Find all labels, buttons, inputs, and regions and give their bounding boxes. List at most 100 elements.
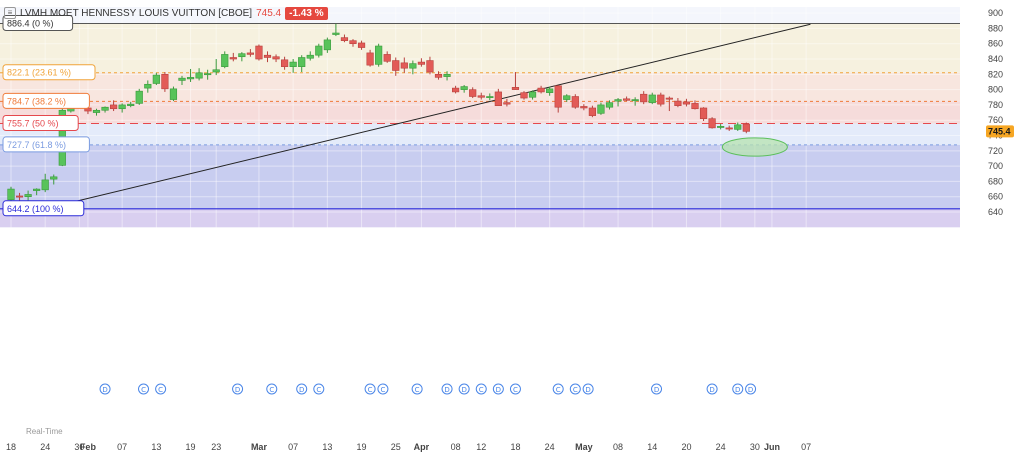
fib-zone-1 <box>0 23 960 73</box>
candle-body-86 <box>742 123 750 132</box>
candle-body-74 <box>640 93 648 103</box>
event-glyph-14: C <box>513 386 518 394</box>
event-glyph-7: C <box>368 386 373 394</box>
event-glyph-1: C <box>141 386 146 394</box>
event-marker-8 <box>377 383 389 395</box>
candle-body-71 <box>614 99 622 102</box>
x-tick-14: 08 <box>451 442 461 452</box>
instrument-title: LVMH MOET HENNESSY LOUIS VUITTON [CBOE] <box>20 7 253 19</box>
event-marker-16 <box>569 383 581 395</box>
x-tick-13: Apr <box>414 442 430 452</box>
candle-body-27 <box>238 53 246 58</box>
candle-body-49 <box>426 60 434 73</box>
y-axis: 6406606807007207407607808008208408608809… <box>986 8 1014 217</box>
candle-body-44 <box>383 54 391 62</box>
candle-body-60 <box>520 92 528 99</box>
candle-body-28 <box>246 52 255 55</box>
x-tick-17: 24 <box>545 442 555 452</box>
candle-body-56 <box>486 96 494 99</box>
event-glyph-17: D <box>585 386 590 394</box>
chart-header: ≡ LVMH MOET HENNESSY LOUIS VUITTON [CBOE… <box>4 4 328 22</box>
y-tick-2: 680 <box>988 176 1003 186</box>
x-tick-12: 25 <box>391 442 401 452</box>
x-tick-5: 13 <box>151 442 161 452</box>
x-tick-22: 24 <box>716 442 726 452</box>
x-tick-3: Feb <box>80 442 97 452</box>
menu-icon[interactable]: ≡ <box>4 7 16 19</box>
candle-body-19 <box>169 88 178 100</box>
trendline-line <box>53 23 811 208</box>
event-glyph-11: D <box>461 386 466 394</box>
event-marker-9 <box>411 383 423 395</box>
event-marker-1 <box>138 383 150 395</box>
candle-body-63 <box>546 88 554 93</box>
candle-body-77 <box>665 97 673 100</box>
fib-label-box-4 <box>2 136 90 153</box>
last-price: 745.4 <box>256 7 282 19</box>
last-price-tag <box>986 125 1014 138</box>
candle-body-58 <box>503 102 511 105</box>
x-tick-8: Mar <box>251 442 268 452</box>
fib-label-2: 784.7 (38.2 %) <box>7 96 66 106</box>
event-glyph-8: C <box>380 386 385 394</box>
candle-body-32 <box>280 59 289 67</box>
event-marker-10 <box>441 383 453 395</box>
y-tick-6: 760 <box>988 115 1003 125</box>
y-tick-4: 720 <box>988 146 1003 156</box>
candle-body-48 <box>417 61 426 65</box>
x-tick-19: 08 <box>613 442 623 452</box>
candle-body-39 <box>340 37 349 41</box>
candle-body-16 <box>144 83 152 89</box>
event-marker-5 <box>296 383 308 395</box>
fib-zone-5 <box>0 144 960 209</box>
fib-labels: 886.4 (0 %) 822.1 (23.61 %) 784.7 (38.2 %)… <box>2 15 96 217</box>
trendline[interactable] <box>53 23 811 208</box>
fib-label-0: 886.4 (0 %) <box>7 19 54 29</box>
target-ellipse[interactable] <box>721 137 788 157</box>
candle-body-1 <box>15 195 24 198</box>
candle-body-37 <box>323 39 331 51</box>
event-glyph-19: D <box>709 386 714 394</box>
candle-body-42 <box>366 52 374 66</box>
x-tick-9: 07 <box>288 442 298 452</box>
x-tick-21: 20 <box>681 442 691 452</box>
y-tick-11: 860 <box>988 39 1003 49</box>
candle-body-72 <box>622 98 631 101</box>
candle-body-75 <box>648 94 656 103</box>
event-glyph-9: C <box>415 386 420 394</box>
candle-body-68 <box>588 107 596 116</box>
x-tick-24: Jun <box>764 442 780 452</box>
fib-label-3: 755.7 (50 %) <box>7 119 59 129</box>
candle-body-79 <box>682 101 691 105</box>
candle-body-31 <box>272 56 280 60</box>
event-glyph-6: C <box>316 386 321 394</box>
candle-body-15 <box>135 90 143 104</box>
fib-label-box-1 <box>2 64 96 81</box>
event-glyph-15: C <box>556 386 561 394</box>
event-glyph-0: D <box>102 386 107 394</box>
y-tick-13: 900 <box>988 8 1003 18</box>
candle-body-62 <box>537 87 545 93</box>
candle-body-35 <box>306 54 314 59</box>
candle-body-29 <box>255 45 263 60</box>
candle-body-82 <box>708 118 716 129</box>
candle-body-85 <box>734 124 742 130</box>
fib-label-1: 822.1 (23.61 %) <box>7 68 71 78</box>
last-price-tag-label: 745.4 <box>988 126 1011 136</box>
x-tick-1: 24 <box>40 442 50 452</box>
realtime-label: Real-Time <box>26 427 63 436</box>
event-marker-12 <box>475 383 487 395</box>
candle-body-23 <box>204 73 212 76</box>
event-marker-20 <box>732 383 744 395</box>
y-tick-3: 700 <box>988 161 1003 171</box>
candle-body-30 <box>263 54 272 58</box>
event-marker-13 <box>492 383 504 395</box>
candle-body-46 <box>400 62 408 69</box>
fib-label-box-3 <box>2 115 79 132</box>
event-glyph-13: D <box>496 386 501 394</box>
x-tick-16: 18 <box>510 442 520 452</box>
